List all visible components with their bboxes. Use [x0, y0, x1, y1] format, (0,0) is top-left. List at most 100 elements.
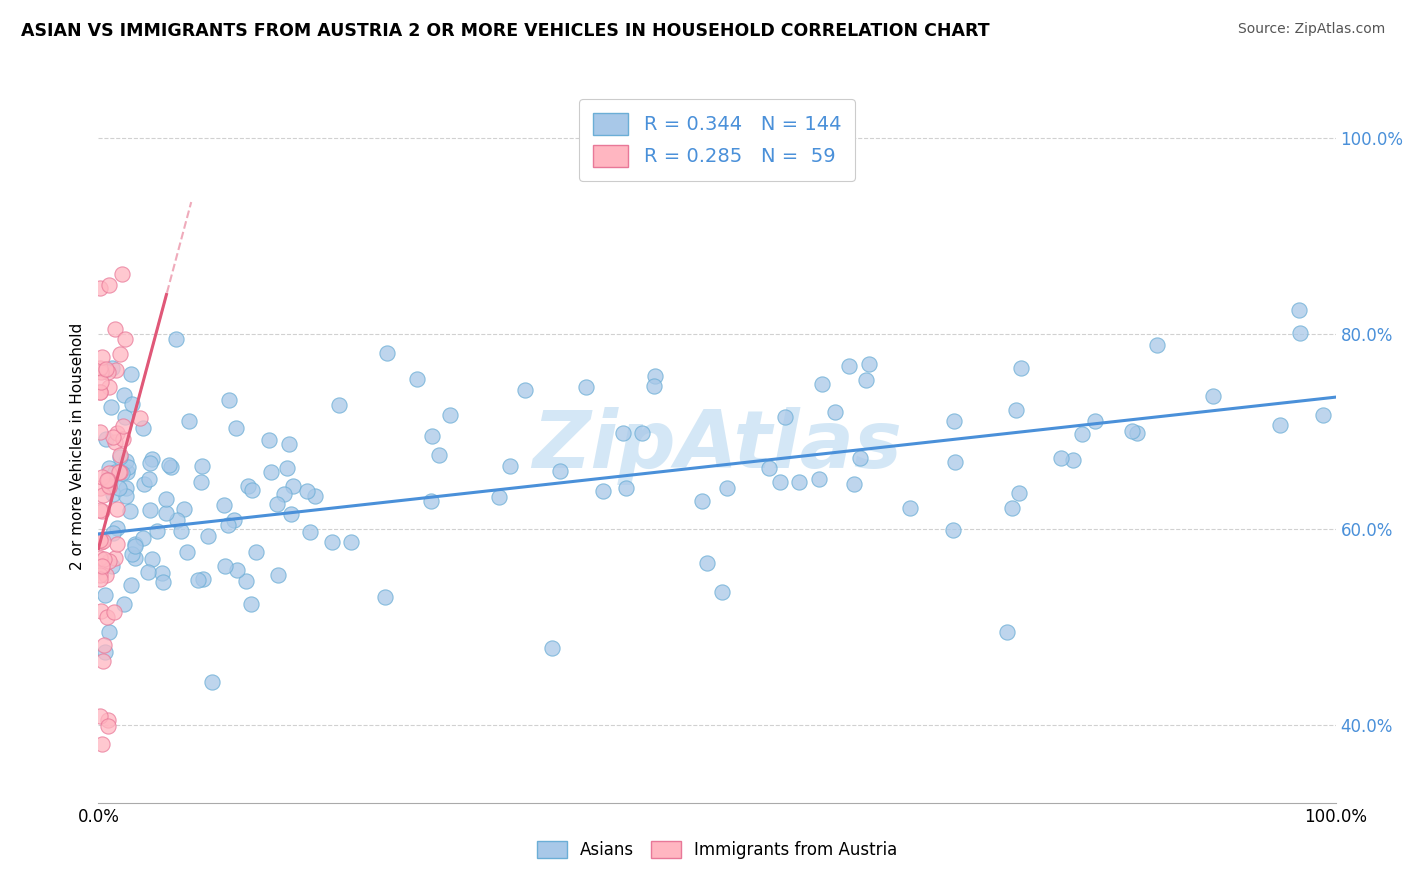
Point — [98, 277, 121, 292]
Point — [942, 414, 965, 428]
Point — [90, 604, 112, 618]
Point — [225, 421, 247, 435]
Point — [810, 376, 832, 391]
Point — [245, 544, 267, 558]
Point — [995, 625, 1018, 640]
Point — [101, 559, 124, 574]
Point — [114, 409, 136, 424]
Point — [97, 625, 120, 640]
Point — [108, 450, 131, 465]
Point — [773, 410, 796, 425]
Point — [420, 493, 443, 508]
Point — [120, 504, 142, 518]
Point — [283, 479, 305, 493]
Point — [89, 533, 111, 548]
Point — [136, 565, 159, 579]
Point — [89, 385, 111, 400]
Point — [273, 487, 295, 501]
Point — [89, 573, 111, 587]
Point — [855, 373, 877, 387]
Point — [218, 392, 240, 407]
Point — [1005, 403, 1028, 417]
Point — [97, 473, 120, 487]
Point — [155, 491, 177, 506]
Point — [328, 397, 350, 411]
Point — [1270, 418, 1292, 433]
Point — [257, 433, 280, 447]
Point — [1312, 409, 1334, 423]
Text: ASIAN VS IMMIGRANTS FROM AUSTRIA 2 OR MORE VEHICLES IN HOUSEHOLD CORRELATION CHA: ASIAN VS IMMIGRANTS FROM AUSTRIA 2 OR MO… — [21, 22, 990, 40]
Point — [96, 473, 118, 487]
Point — [105, 426, 128, 441]
Point — [439, 408, 461, 422]
Point — [157, 458, 180, 473]
Point — [1288, 302, 1310, 317]
Point — [374, 590, 396, 604]
Point — [97, 713, 120, 727]
Point — [89, 550, 111, 565]
Point — [105, 521, 128, 535]
Point — [575, 380, 598, 394]
Point — [240, 483, 263, 497]
Point — [295, 484, 318, 499]
Point — [112, 418, 135, 433]
Point — [280, 507, 302, 521]
Point — [217, 517, 239, 532]
Point — [97, 479, 120, 493]
Point — [101, 430, 124, 444]
Point — [98, 554, 121, 568]
Point — [114, 332, 136, 346]
Point — [1289, 326, 1312, 340]
Point — [898, 501, 921, 516]
Point — [943, 455, 966, 469]
Point — [858, 357, 880, 371]
Point — [101, 361, 124, 376]
Point — [134, 477, 156, 491]
Point — [104, 434, 127, 449]
Point — [690, 493, 713, 508]
Point — [1084, 414, 1107, 428]
Point — [115, 454, 138, 468]
Point — [1010, 361, 1032, 376]
Point — [89, 481, 111, 495]
Point — [128, 411, 150, 425]
Point — [121, 396, 143, 410]
Point — [111, 267, 134, 281]
Legend: Asians, Immigrants from Austria: Asians, Immigrants from Austria — [530, 834, 904, 866]
Point — [176, 545, 198, 559]
Point — [187, 573, 209, 587]
Point — [120, 578, 142, 592]
Point — [1001, 501, 1024, 516]
Point — [105, 501, 128, 516]
Point — [146, 524, 169, 538]
Point — [94, 432, 117, 446]
Point — [498, 459, 520, 474]
Point — [1062, 452, 1084, 467]
Text: ZipAtlas: ZipAtlas — [531, 407, 903, 485]
Point — [643, 379, 665, 393]
Point — [124, 537, 146, 551]
Point — [112, 388, 135, 402]
Point — [631, 425, 654, 440]
Point — [117, 460, 139, 475]
Point — [1071, 427, 1094, 442]
Point — [96, 609, 118, 624]
Point — [114, 481, 136, 495]
Point — [842, 477, 865, 491]
Point — [696, 556, 718, 570]
Point — [124, 551, 146, 566]
Point — [155, 506, 177, 520]
Point — [91, 488, 114, 502]
Point — [278, 437, 301, 451]
Point — [138, 472, 160, 486]
Point — [115, 465, 138, 479]
Point — [89, 281, 111, 295]
Point — [513, 383, 536, 397]
Point — [321, 535, 343, 549]
Point — [787, 475, 810, 489]
Point — [1050, 451, 1073, 466]
Point — [90, 376, 112, 390]
Point — [612, 426, 634, 441]
Point — [141, 451, 163, 466]
Point — [716, 481, 738, 495]
